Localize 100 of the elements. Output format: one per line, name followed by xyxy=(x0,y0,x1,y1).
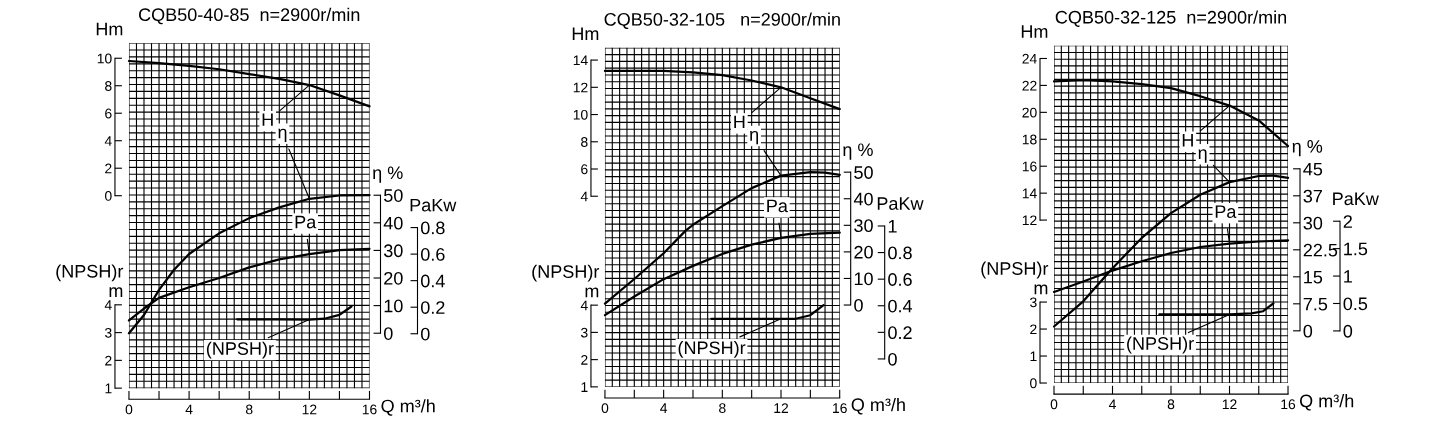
x-tick-label: 12 xyxy=(302,404,317,415)
y-tick-label: 20 xyxy=(1022,107,1037,118)
y-tick-label: 4 xyxy=(104,300,112,310)
y3-axis-title: PaKw xyxy=(410,198,457,212)
y2-tick-label: 40 xyxy=(383,216,403,230)
y3-tick-label: 0 xyxy=(888,352,897,366)
y3-tick-label: 2 xyxy=(1343,215,1352,228)
y-axis-title: (NPSH)r m xyxy=(981,261,1049,295)
series-label: Pa xyxy=(767,199,788,213)
y3-tick-label: 0.2 xyxy=(888,326,912,340)
series-label: Pa xyxy=(295,215,317,229)
x-axis-title: Q m³/h xyxy=(381,399,435,416)
y-tick-label: 2 xyxy=(581,354,588,365)
x-tick-label: 0 xyxy=(125,404,133,415)
y2-tick-label: 10 xyxy=(854,272,873,286)
text: η xyxy=(750,130,758,145)
y-axis-title: (NPSH)r m xyxy=(532,264,600,298)
y-tick-label: 0 xyxy=(1030,378,1037,389)
y2-tick-label: 7.5 xyxy=(1303,297,1328,311)
y-tick-label: 1 xyxy=(581,382,588,392)
y-tick-label: 8 xyxy=(581,137,588,147)
y3-tick-label: 1 xyxy=(888,220,897,233)
x-tick-label: 16 xyxy=(362,404,377,415)
y-tick-label: 12 xyxy=(573,82,588,93)
y2-tick-label: 10 xyxy=(384,299,403,313)
legend-label: (NPSH)r xyxy=(1127,336,1194,354)
x-axis-title: Q m³/h xyxy=(1299,394,1354,411)
y-axis-title: Hm xyxy=(1021,25,1048,38)
y-tick-label: 1 xyxy=(105,383,112,394)
y2-tick-label: 40 xyxy=(853,192,873,206)
x-tick-label: 8 xyxy=(1167,399,1175,410)
y2-tick-label: 37 xyxy=(1303,189,1322,203)
y-tick-label: 1 xyxy=(1030,351,1037,362)
text: η xyxy=(278,128,287,143)
y-axis-title: Hm xyxy=(572,27,599,40)
y-tick-label: 4 xyxy=(104,136,112,146)
y-tick-label: 2 xyxy=(105,163,112,174)
y3-tick-label: 0 xyxy=(1343,324,1353,338)
y3-tick-label: 0.5 xyxy=(1343,297,1368,311)
x-tick-label: 8 xyxy=(245,404,253,415)
y2-tick-label: 20 xyxy=(854,245,873,259)
y3-tick-label: 0.2 xyxy=(420,301,445,314)
y3-tick-label: 0.6 xyxy=(420,248,445,261)
y2-tick-label: 0 xyxy=(1303,324,1313,338)
y3-axis-title: PaKw xyxy=(1333,192,1379,206)
y-tick-label: 12 xyxy=(1022,215,1037,226)
y2-axis-title: η % xyxy=(843,143,873,160)
chart-title: CQB50-32-105 n=2900r/min xyxy=(604,12,840,30)
y-tick-label: 10 xyxy=(573,109,588,120)
series-label: Pa xyxy=(1215,205,1237,218)
x-tick-label: 16 xyxy=(1281,399,1296,410)
y-axis-title: (NPSH)r m xyxy=(56,264,124,297)
y2-tick-label: 50 xyxy=(383,189,403,202)
y2-tick-label: 15 xyxy=(1304,270,1323,284)
y2-tick-label: 50 xyxy=(854,166,873,179)
y2-tick-label: 45 xyxy=(1303,162,1323,176)
y3-tick-label: 0.4 xyxy=(420,274,445,288)
y2-axis-title: η % xyxy=(1292,140,1323,157)
y-tick-label: 14 xyxy=(573,55,588,66)
y-tick-label: 10 xyxy=(97,53,112,64)
x-tick-label: 4 xyxy=(1108,399,1116,410)
y2-tick-label: 30 xyxy=(1303,216,1323,230)
y3-tick-label: 0.6 xyxy=(888,273,912,286)
y-tick-label: 18 xyxy=(1022,134,1037,145)
y3-tick-label: 0.8 xyxy=(888,246,912,260)
y2-tick-label: 0 xyxy=(854,298,863,312)
y3-tick-label: 0 xyxy=(420,327,430,341)
y2-tick-label: 20 xyxy=(384,271,403,285)
y2-tick-label: 30 xyxy=(383,244,403,258)
x-tick-label: 4 xyxy=(185,404,193,415)
y-axis-title: Hm xyxy=(96,22,123,36)
y-tick-label: 3 xyxy=(580,327,588,338)
y-tick-label: 6 xyxy=(581,164,588,175)
y-tick-label: 3 xyxy=(104,327,112,338)
x-tick-label: 8 xyxy=(719,403,726,414)
series-label: H xyxy=(734,115,745,129)
y-tick-label: 24 xyxy=(1022,53,1037,64)
legend-label: (NPSH)r xyxy=(678,340,746,358)
y2-tick-label: 22.5 xyxy=(1303,243,1338,257)
y-tick-label: 8 xyxy=(105,81,112,91)
y-tick-label: 22 xyxy=(1022,80,1037,91)
chart-title: CQB50-32-125 n=2900r/min xyxy=(1055,10,1287,27)
y-tick-label: 2 xyxy=(1030,324,1037,335)
y-tick-label: 4 xyxy=(580,300,588,311)
y3-tick-label: 0.8 xyxy=(420,221,445,235)
y3-tick-label: 1.5 xyxy=(1344,242,1368,256)
legend-label: (NPSH)r xyxy=(206,341,274,359)
x-axis-title: Q m³/h xyxy=(851,397,905,415)
x-tick-label: 0 xyxy=(1050,399,1058,410)
y-tick-label: 14 xyxy=(1022,188,1037,199)
x-tick-label: 12 xyxy=(774,403,789,413)
x-tick-label: 4 xyxy=(660,403,668,413)
y-tick-label: 3 xyxy=(1030,297,1037,308)
series-label: η xyxy=(1198,149,1207,163)
y3-axis-title: PaKw xyxy=(877,197,924,210)
text: H xyxy=(1182,133,1193,147)
x-tick-label: 16 xyxy=(833,403,847,414)
y2-tick-label: 30 xyxy=(854,219,873,233)
y-tick-label: 4 xyxy=(580,191,588,202)
y3-tick-label: 1 xyxy=(1344,270,1352,283)
